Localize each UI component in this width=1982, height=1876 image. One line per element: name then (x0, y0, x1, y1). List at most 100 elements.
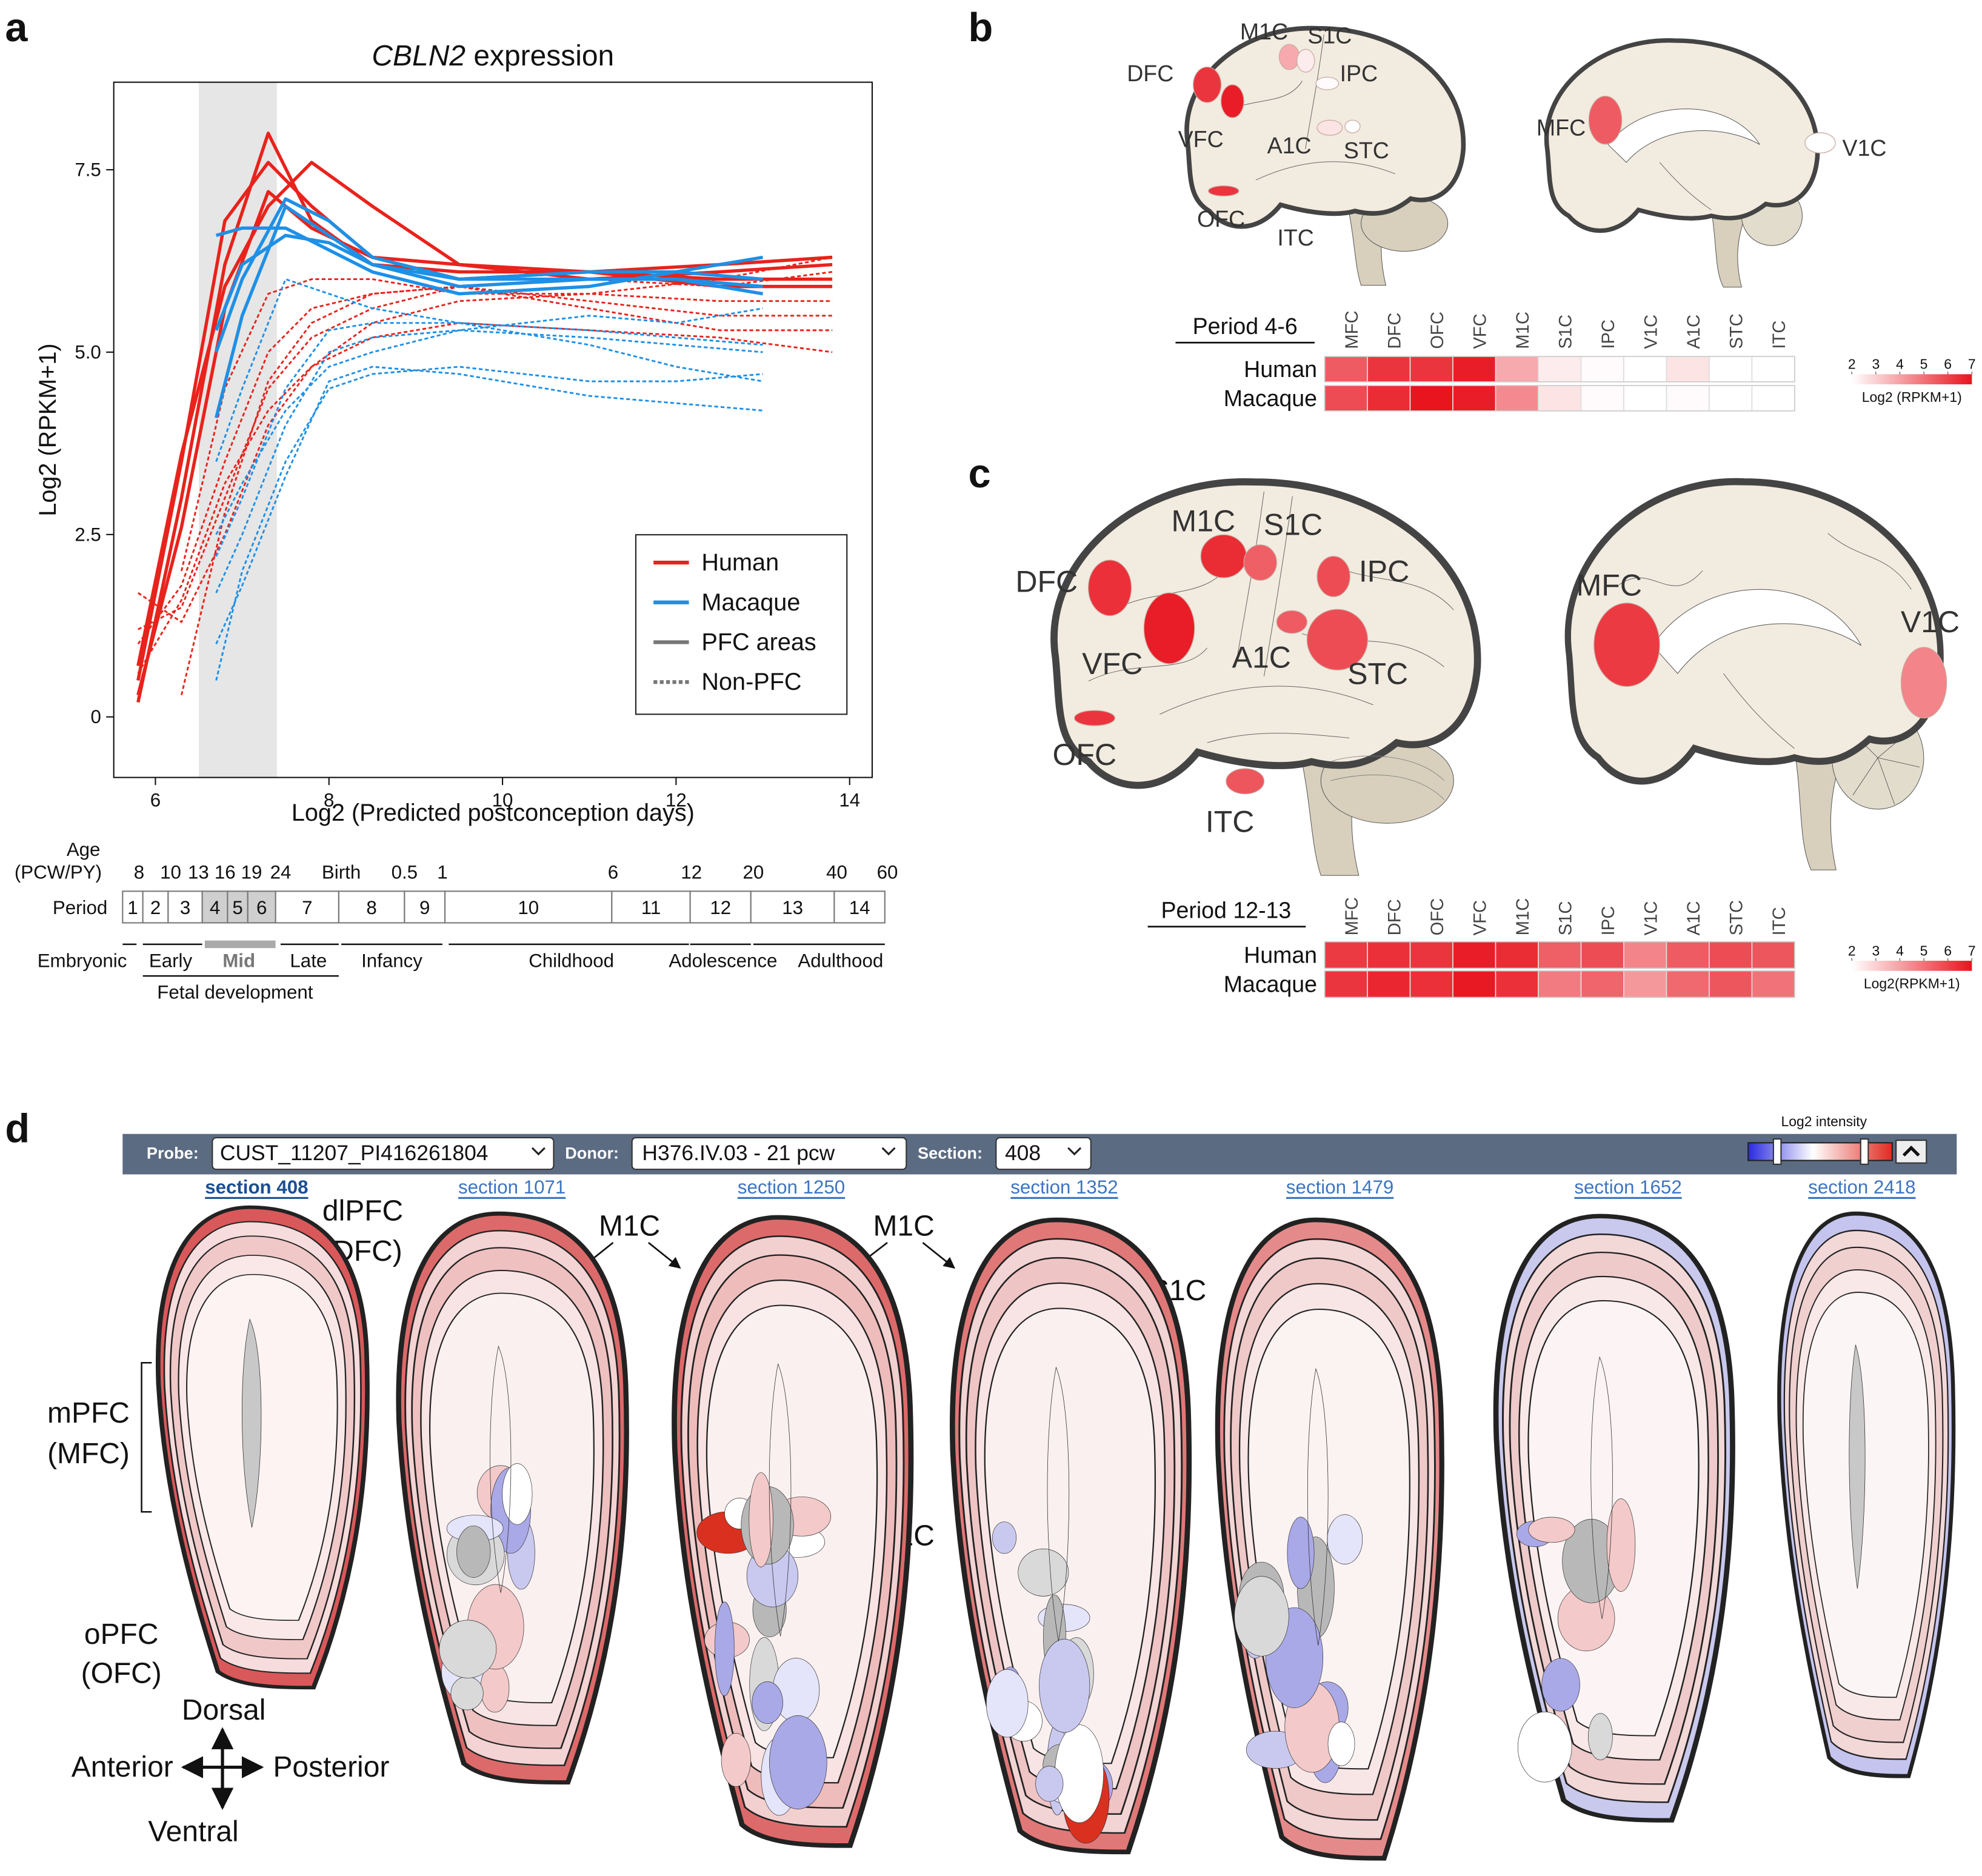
age-label: 12 (681, 862, 702, 883)
section-link[interactable]: section 1071 (458, 1177, 566, 1198)
slider-handle[interactable] (1860, 1138, 1869, 1165)
toggle-button[interactable] (1895, 1140, 1927, 1164)
row-label: Human (1244, 356, 1317, 382)
donor-select[interactable] (631, 1137, 907, 1170)
section-link[interactable]: section 1250 (738, 1177, 845, 1198)
series-line (138, 271, 833, 630)
period-label: 13 (782, 897, 803, 918)
section-link[interactable]: section 1652 (1574, 1177, 1681, 1198)
brain-region-label: V1C (1901, 605, 1960, 639)
annotation: oPFC (84, 1618, 159, 1651)
period-label: 9 (419, 897, 430, 918)
brain-region (1276, 610, 1307, 634)
period-box (611, 890, 691, 924)
heatmap-cell (1580, 941, 1624, 969)
section-structure (1328, 1722, 1355, 1766)
brain-section (675, 1217, 911, 1845)
section-link[interactable]: section 1479 (1286, 1177, 1393, 1198)
probe-select[interactable] (212, 1137, 555, 1170)
column-label: IPC (1599, 906, 1618, 936)
annotation: mPFC (47, 1397, 130, 1429)
brain-region-label: S1C (1307, 22, 1352, 48)
legend-label: Macaque (701, 589, 800, 616)
stage-label: Adulthood (798, 950, 883, 972)
brain-region-label: VFC (1082, 647, 1143, 681)
stage-label: Adolescence (669, 950, 777, 972)
period-box (142, 890, 169, 924)
age-label: 10 (160, 862, 181, 883)
section-link[interactable]: section 1352 (1010, 1177, 1118, 1198)
row-label: Macaque (1224, 972, 1317, 997)
x-axis-label: Log2 (Predicted postconception days) (292, 799, 695, 826)
legend-label: Non-PFC (701, 669, 801, 695)
heatmap-cell (1409, 970, 1453, 998)
section-structure (1588, 1714, 1612, 1760)
brain-region-label: ITC (1206, 805, 1255, 839)
brain-region-label: MFC (1537, 115, 1586, 141)
period-box (247, 890, 276, 924)
annotation: M1C (599, 1210, 660, 1242)
brain-region-label: OFC (1197, 206, 1245, 232)
section-link[interactable]: section 2418 (1808, 1177, 1915, 1198)
section-structure (451, 1677, 483, 1710)
stage-label: Early (149, 950, 193, 972)
period-box (275, 890, 339, 924)
period-box (122, 890, 144, 924)
section-structure (1518, 1712, 1572, 1782)
column-label: MFC (1343, 897, 1362, 935)
brain-region-label: DFC (1127, 61, 1173, 86)
age-label: 24 (270, 862, 292, 883)
brain-section (952, 1220, 1189, 1852)
section-link[interactable]: section 408 (205, 1177, 308, 1198)
brain-region (1900, 647, 1947, 719)
y-tick-label: 0 (90, 706, 101, 727)
heatmap-cell (1495, 970, 1539, 998)
brain-region-label: M1C (1172, 504, 1236, 538)
brain-region (1208, 185, 1240, 196)
x-tick-label: 6 (150, 790, 161, 811)
heatmap-cell (1367, 970, 1411, 998)
annotation: (OFC) (81, 1658, 162, 1690)
column-label: OFC (1428, 312, 1447, 349)
section-select[interactable] (995, 1137, 1092, 1170)
heatmap-cell (1452, 356, 1497, 382)
heatmap-cell (1709, 970, 1753, 998)
colorbar (1852, 961, 1972, 971)
heatmap-cell (1538, 356, 1582, 382)
heatmap-cell (1623, 385, 1667, 412)
legend-label: PFC areas (701, 629, 816, 656)
slider-handle[interactable] (1772, 1138, 1782, 1165)
brain-region-label: M1C (1240, 19, 1288, 44)
section-structure (769, 1715, 827, 1809)
heatmap-cell (1324, 970, 1368, 998)
column-label: DFC (1386, 313, 1405, 349)
column-label: VFC (1471, 313, 1490, 349)
colorbar-tick-label: 5 (1920, 356, 1928, 372)
compass-label: Ventral (148, 1815, 238, 1848)
heatmap-cell (1495, 385, 1539, 412)
brain-region-label: ITC (1277, 225, 1313, 250)
brain-section (1218, 1220, 1442, 1858)
period-label: 8 (366, 897, 376, 918)
colorbar-tick-label: 4 (1896, 356, 1904, 372)
section-structure (992, 1522, 1016, 1554)
section-ventricle (490, 1346, 511, 1593)
brain-region (1316, 119, 1343, 136)
section-structure (1287, 1517, 1314, 1589)
annotations: dlPFC (DFC) mPFC (MFC) oPFC (OFC) M1C M1… (47, 1195, 1206, 1848)
section-structure (986, 1669, 1028, 1737)
legend-label: Human (701, 549, 779, 576)
section-structure (439, 1620, 496, 1678)
heatmap-cell (1709, 941, 1753, 969)
period-label: 5 (232, 897, 242, 918)
brain-region (1226, 768, 1265, 795)
section-label: Section: (918, 1144, 983, 1163)
section-structure (1039, 1639, 1090, 1732)
heatmap-cell (1623, 356, 1667, 382)
row-label: Human (1244, 943, 1317, 968)
age-label: 19 (241, 862, 262, 883)
x-tick-label: 14 (839, 790, 860, 811)
colorbar-tick-label: 3 (1872, 943, 1880, 958)
period-label: 7 (302, 897, 312, 918)
period-box (338, 890, 405, 924)
